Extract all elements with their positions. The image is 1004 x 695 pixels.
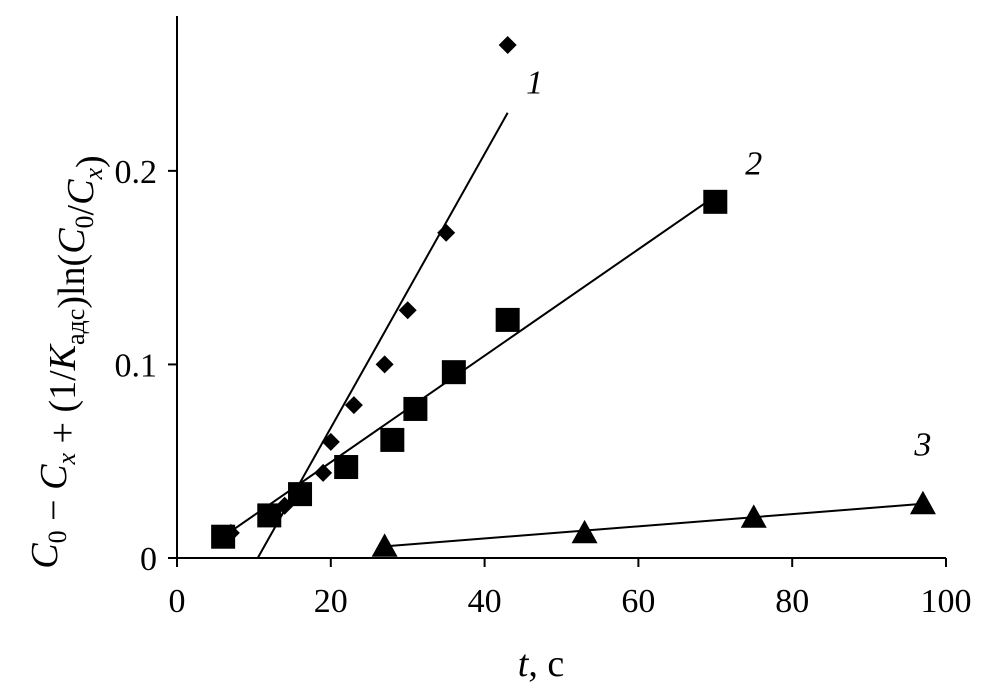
ticks: 0 20 40 60 80 100 0 0.1 0.2 <box>115 154 972 620</box>
y-tick-label: 0.2 <box>115 154 158 191</box>
y-axis-title-part: C <box>24 543 66 569</box>
x-tick-label: 80 <box>775 583 809 620</box>
x-axis-var: t <box>518 643 530 685</box>
series-label-3: 3 <box>913 426 931 463</box>
data-point-series-1 <box>344 396 363 415</box>
data-point-series-1 <box>437 223 456 242</box>
y-axis-title-part: адс <box>61 309 90 345</box>
x-tick-label: 100 <box>921 583 972 620</box>
x-tick-label: 0 <box>169 583 186 620</box>
y-axis-title-part: K <box>42 343 84 371</box>
data-point-series-2 <box>257 503 282 528</box>
data-point-series-2 <box>403 396 428 421</box>
y-axis-title-part: − <box>33 490 75 530</box>
data-markers <box>211 36 936 557</box>
series-labels: 1 2 3 <box>526 64 931 463</box>
data-point-series-2 <box>211 524 236 549</box>
y-tick-label: 0 <box>140 541 157 578</box>
series-label-1: 1 <box>526 64 543 101</box>
y-axis-title-part: C <box>51 228 93 254</box>
fit-lines <box>222 112 924 559</box>
y-axis-title: C0 − Cx + (1/Kадс)ln(C0/Cx) <box>24 155 111 568</box>
y-axis-title-part: 0 <box>43 530 72 543</box>
data-point-series-1 <box>498 36 517 55</box>
y-axis-title-part: x <box>79 168 108 181</box>
data-point-series-1 <box>375 355 394 374</box>
data-point-series-1 <box>314 463 333 482</box>
data-point-series-2 <box>380 427 405 452</box>
series-label-2: 2 <box>745 146 762 183</box>
x-axis-title: t, с <box>518 643 564 685</box>
x-tick-label: 60 <box>621 583 655 620</box>
data-point-series-2 <box>441 360 466 385</box>
x-tick-label: 40 <box>468 583 502 620</box>
y-axis-title-part: ) <box>69 155 111 168</box>
data-point-series-3 <box>740 504 767 528</box>
y-axis-title-part: C <box>33 464 75 490</box>
data-point-series-2 <box>495 307 520 332</box>
y-axis-title-part: )ln( <box>51 254 93 309</box>
y-axis-title-part: + (1/ <box>42 370 84 453</box>
y-axis-title-part: 0 <box>70 215 99 228</box>
data-point-series-2 <box>288 482 313 507</box>
data-point-series-3 <box>371 533 398 557</box>
y-axis-title-part: / <box>60 204 102 215</box>
data-point-series-1 <box>321 432 340 451</box>
data-point-series-2 <box>334 455 359 480</box>
fit-line-series-3 <box>384 502 924 548</box>
x-tick-label: 20 <box>314 583 348 620</box>
data-point-series-3 <box>909 490 936 515</box>
x-axis-unit: , с <box>528 643 564 685</box>
axes <box>176 16 946 559</box>
data-point-series-2 <box>703 189 728 214</box>
data-point-series-1 <box>398 301 417 320</box>
y-axis-title-part: C <box>60 179 102 205</box>
y-tick-label: 0.1 <box>115 347 158 384</box>
y-axis-title-part: x <box>52 453 81 466</box>
data-point-series-3 <box>571 519 598 544</box>
fit-line-series-2 <box>222 195 716 538</box>
